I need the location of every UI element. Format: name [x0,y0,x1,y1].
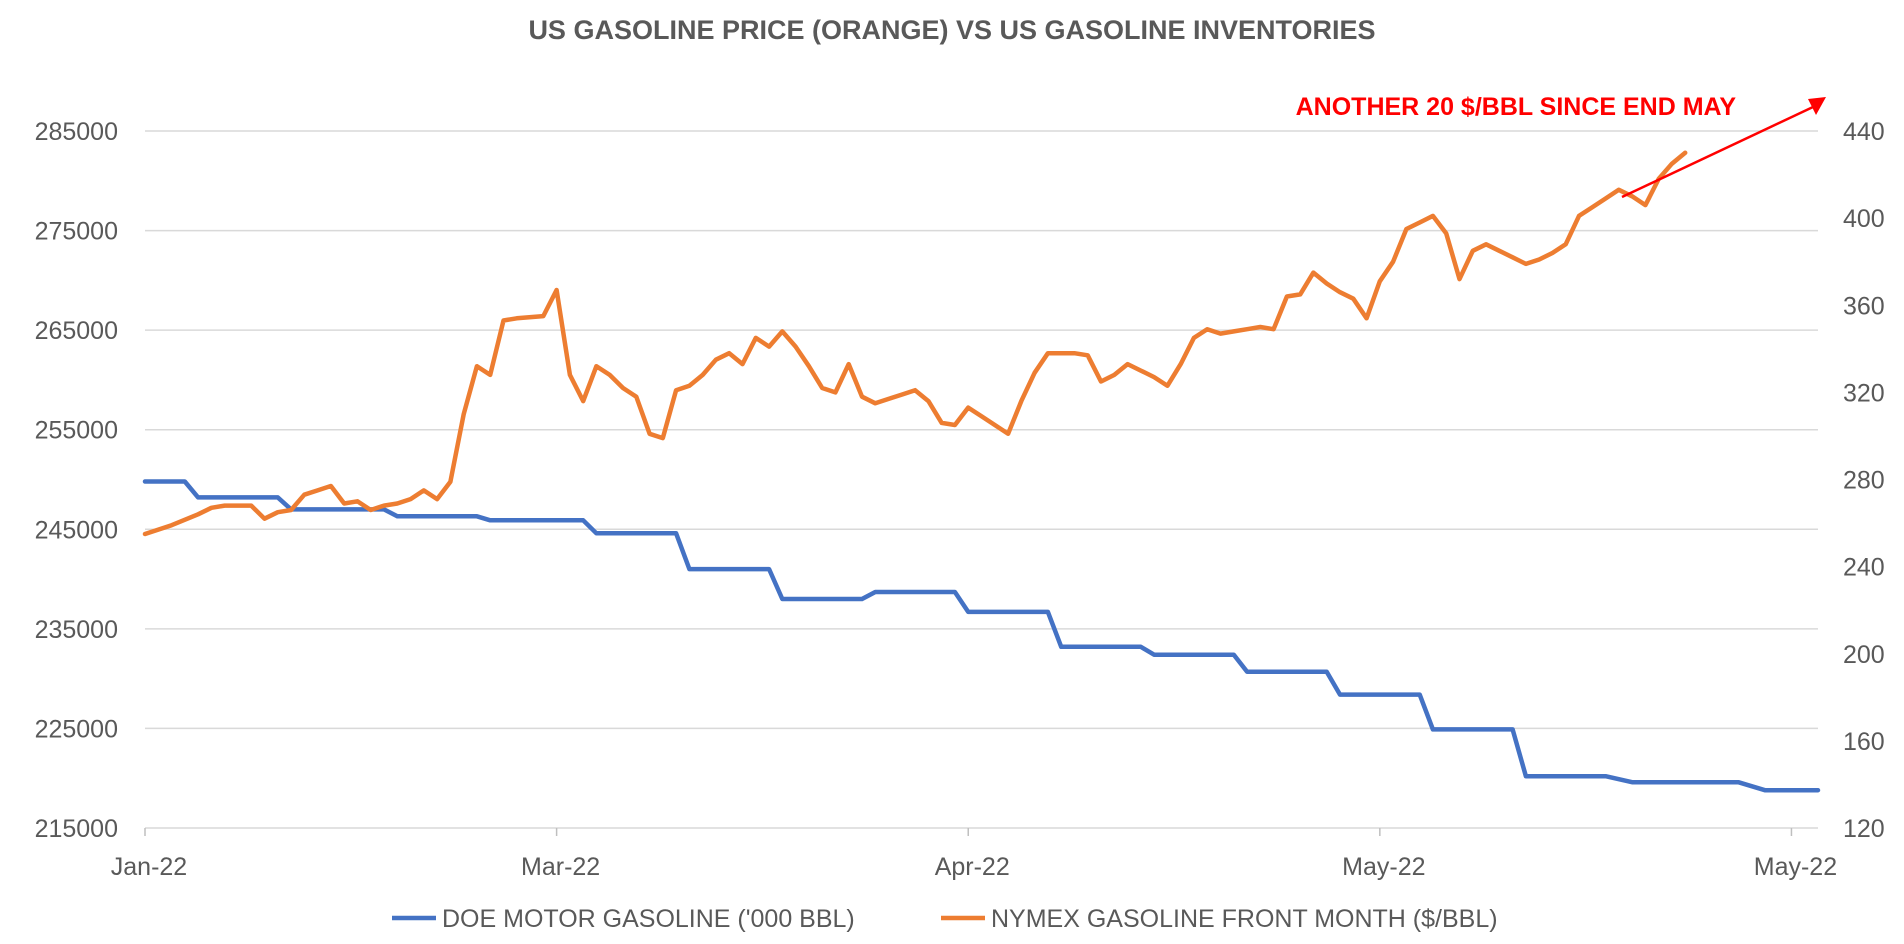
legend-label-2: NYMEX GASOLINE FRONT MONTH ($/BBL) [991,905,1498,933]
x-tick-label: May-22 [1754,853,1837,881]
left-tick-label: 255000 [35,417,118,445]
left-axis-ticks: 285000 275000 265000 255000 245000 235000 2250… [35,118,118,843]
series-lines [142,150,1821,793]
annotation-arrowhead [1808,97,1826,115]
annotation-text: ANOTHER 20 $/BBL SINCE END MAY [1296,93,1737,121]
left-tick-label: 225000 [35,715,118,743]
legend: DOE MOTOR GASOLINE ('000 BBL) NYMEX GASOL… [392,905,1498,933]
left-tick-label: 275000 [35,218,118,246]
legend-label-1: DOE MOTOR GASOLINE ('000 BBL) [442,905,855,933]
left-tick-label: 215000 [35,815,118,843]
x-tick-label: Apr-22 [935,853,1010,881]
x-tick-label: Mar-22 [521,853,600,881]
right-tick-label: 200 [1843,641,1885,669]
right-tick-label: 440 [1843,118,1885,146]
x-axis-ticks: Jan-22 Mar-22 Apr-22 May-22 May-22 [111,828,1837,881]
series-line-1 [142,479,1821,793]
right-tick-label: 160 [1843,728,1885,756]
gridlines [145,130,1818,730]
left-tick-label: 265000 [35,317,118,345]
annotation-arrow-line [1621,105,1814,199]
right-tick-label: 400 [1843,205,1885,233]
left-tick-label: 245000 [35,516,118,544]
right-tick-label: 360 [1843,292,1885,320]
right-tick-label: 120 [1843,815,1885,843]
left-tick-label: 235000 [35,616,118,644]
left-tick-label: 285000 [35,118,118,146]
chart-title: US GASOLINE PRICE (ORANGE) VS US GASOLIN… [528,15,1375,45]
right-axis-ticks: 440 400 360 320 280 240 200 160 120 [1843,118,1885,843]
right-tick-label: 320 [1843,379,1885,407]
series-line-2 [142,150,1688,537]
annotation-arrow [1621,97,1826,199]
x-tick-label: May-22 [1342,853,1425,881]
right-tick-label: 240 [1843,554,1885,582]
right-tick-label: 280 [1843,467,1885,495]
x-tick-label: Jan-22 [111,853,187,881]
